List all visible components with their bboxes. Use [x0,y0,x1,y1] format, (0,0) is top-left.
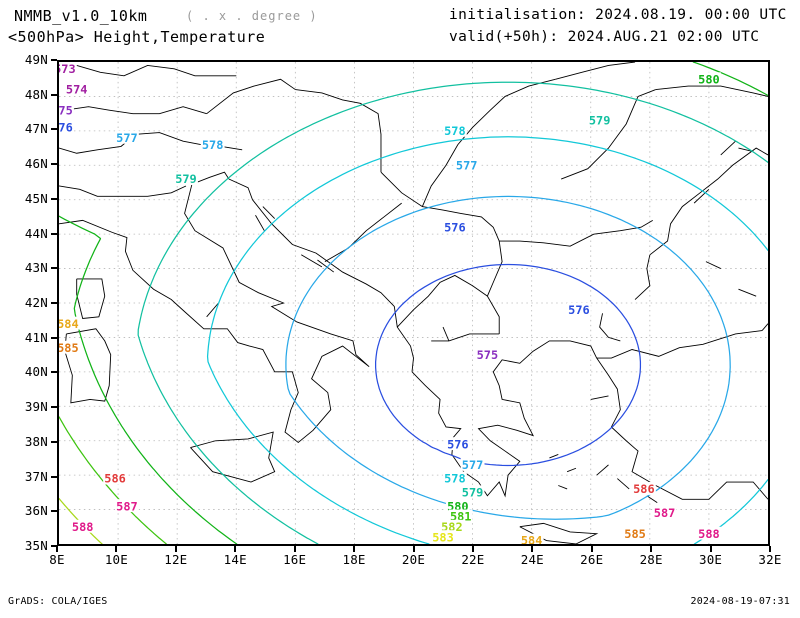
x-axis-label: 30E [698,552,723,567]
x-axis-tick [293,546,296,552]
chart-footer: GrADS: COLA/IGES 2024-08-19-07:31 [0,596,800,618]
x-axis-tick [650,546,653,552]
x-axis-label: 20E [401,552,426,567]
grads-credit: GrADS: COLA/IGES [8,596,108,607]
x-axis-label: 12E [164,552,188,567]
contour-lines [59,62,768,544]
svg-text:588: 588 [72,520,94,534]
svg-text:583: 583 [432,530,454,544]
y-axis-label: 47N [24,121,48,137]
y-axis-label: 49N [24,52,48,67]
x-axis-label: 26E [580,552,604,567]
x-axis-label: 18E [342,552,366,567]
y-axis-label: 41N [24,329,48,345]
svg-text:587: 587 [116,499,138,513]
y-axis-label: 45N [24,190,48,206]
svg-text:584: 584 [59,317,79,331]
y-axis-tick [51,510,57,513]
y-axis-label: 43N [24,260,48,276]
x-axis-tick [590,546,593,552]
x-axis-label: 28E [639,552,663,567]
y-axis-label: 36N [24,503,48,519]
svg-text:578: 578 [444,472,466,486]
svg-text:586: 586 [104,472,126,486]
x-axis-tick [56,546,58,552]
valid-time: valid(+50h): 2024.AUG.21 02:00 UTC [449,29,760,45]
svg-text:573: 573 [59,62,76,76]
y-axis-tick [51,406,57,409]
y-axis-label: 38N [24,433,48,449]
svg-text:577: 577 [462,458,484,472]
coastlines [59,62,768,544]
svg-text:576: 576 [447,437,469,451]
x-axis-tick [234,546,237,552]
y-axis-label: 35N [24,538,48,553]
y-axis-label: 40N [24,364,48,380]
svg-text:578: 578 [444,124,466,138]
y-axis-tick [51,267,57,270]
x-axis-label: 22E [461,552,485,567]
svg-text:576: 576 [568,303,590,317]
y-axis-label: 42N [24,295,48,310]
y-axis-tick [51,59,57,61]
svg-text:577: 577 [116,131,138,145]
x-axis-label: 32E [758,552,782,567]
y-axis-label: 44N [24,225,48,241]
y-axis-tick [51,93,57,96]
svg-text:574: 574 [66,83,88,97]
generated-stamp: 2024-08-19-07:31 [690,596,790,607]
contour-map-plot: 5735745755765775785795785795775805765765… [57,60,770,546]
svg-text:575: 575 [477,348,499,362]
x-axis-tick [709,546,712,552]
x-axis-label: 24E [520,552,544,567]
svg-text:576: 576 [444,220,466,234]
svg-text:577: 577 [456,158,478,172]
x-axis-tick [769,546,771,552]
y-axis-tick [51,545,57,547]
x-axis-tick [471,546,474,552]
svg-text:575: 575 [59,103,73,117]
svg-text:576: 576 [59,121,73,135]
svg-text:578: 578 [202,138,224,152]
svg-text:585: 585 [624,527,646,541]
y-axis-tick [51,197,57,200]
x-axis-tick [531,546,534,552]
x-axis-tick [353,546,356,552]
y-axis-tick [51,440,57,443]
resolution-note: ( . x . degree ) [186,9,318,23]
x-axis-label: 14E [223,552,247,567]
svg-text:585: 585 [59,341,79,355]
svg-text:588: 588 [698,527,720,541]
field-title: <500hPa> Height,Temperature [8,28,266,46]
chart-header: NMMB_v1.0_10km ( . x . degree ) <500hPa>… [0,0,800,52]
contour-labels: 5735745755765775785795785795775805765765… [59,62,721,544]
x-axis-tick [174,546,177,552]
y-axis-label: 46N [24,156,48,172]
y-axis-tick [51,475,57,478]
initialisation-time: initialisation: 2024.08.19. 00:00 UTC [449,7,787,23]
y-axis-tick [51,163,57,166]
y-axis-tick [51,336,57,339]
svg-text:584: 584 [521,534,543,544]
x-axis-tick [412,546,415,552]
y-axis-tick [51,232,57,235]
x-axis-label: 10E [104,552,128,567]
x-axis-label: 16E [283,552,307,567]
model-title: NMMB_v1.0_10km [14,7,148,25]
x-axis-label: 8E [49,552,65,567]
svg-text:587: 587 [654,506,676,520]
svg-text:579: 579 [175,172,197,186]
x-axis-tick [115,546,118,552]
svg-text:579: 579 [589,114,611,128]
y-axis-label: 48N [24,86,48,102]
y-axis-tick [51,128,57,131]
y-axis-label: 37N [24,468,48,484]
svg-text:580: 580 [698,72,720,86]
svg-text:579: 579 [462,486,484,500]
y-axis-label: 39N [24,399,48,415]
y-axis-tick [51,302,57,304]
svg-text:586: 586 [633,482,655,496]
y-axis-tick [51,371,57,374]
contour-map-svg: 5735745755765775785795785795775805765765… [59,62,768,544]
